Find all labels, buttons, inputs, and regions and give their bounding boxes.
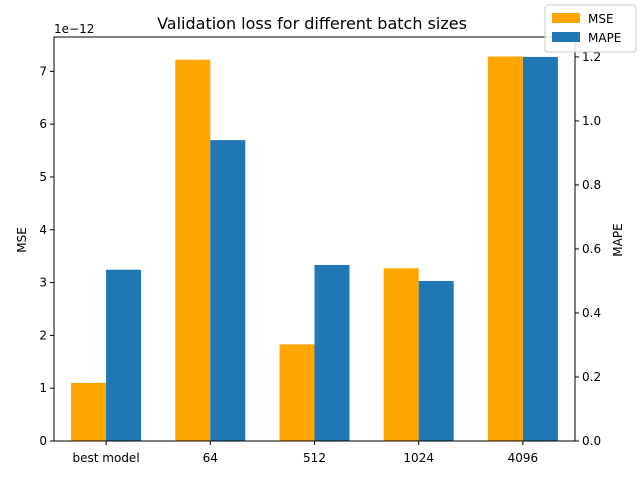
- x-tick-label: 512: [303, 451, 326, 465]
- x-tick-label: 64: [203, 451, 218, 465]
- bar-mape-4096: [522, 56, 558, 442]
- legend: MSE MAPE: [544, 4, 637, 53]
- bar-mape-1024: [418, 280, 454, 441]
- left-axis-exponent: 1e−12: [54, 22, 94, 36]
- x-tick-label: best model: [73, 451, 140, 465]
- bar-mse-64: [175, 59, 211, 441]
- bar-mape-64: [210, 140, 246, 441]
- right-tick-label: 0.2: [582, 370, 601, 384]
- right-tick-label: 1.2: [582, 50, 601, 64]
- bar-mse-512: [279, 344, 315, 441]
- left-tick-label: 6: [39, 117, 47, 131]
- bars-group: [71, 56, 558, 442]
- x-tick-label: 4096: [508, 451, 539, 465]
- bar-mse-1024: [383, 268, 419, 441]
- left-tick-label: 3: [39, 276, 47, 290]
- bar-mse-4096: [487, 56, 523, 442]
- legend-swatch-mape: [552, 32, 580, 42]
- legend-label-mse: MSE: [588, 12, 614, 26]
- bar-mape-best-model: [106, 269, 142, 441]
- right-tick-label: 0.4: [582, 306, 601, 320]
- right-tick-label: 0.8: [582, 178, 601, 192]
- left-tick-label: 1: [39, 381, 47, 395]
- bar-mse-best-model: [71, 382, 107, 441]
- right-tick-label: 0.0: [582, 434, 601, 448]
- left-tick-label: 4: [39, 223, 47, 237]
- x-tick-label: 1024: [403, 451, 434, 465]
- bar-mape-512: [314, 264, 350, 441]
- right-axis-label: MAPE: [611, 223, 625, 256]
- left-axis-label: MSE: [15, 227, 29, 253]
- chart-title: Validation loss for different batch size…: [157, 14, 467, 33]
- left-tick-label: 5: [39, 170, 47, 184]
- axes-group: 0 1 2 3 4 5 6 7 0.0 0.2 0.4 0.6 0.8 1.0 1.2 best model 6…: [39, 36, 601, 465]
- legend-swatch-mse: [552, 13, 580, 23]
- left-tick-label: 2: [39, 328, 47, 342]
- right-tick-label: 1.0: [582, 114, 601, 128]
- right-tick-label: 0.6: [582, 242, 601, 256]
- left-tick-label: 0: [39, 434, 47, 448]
- left-tick-label: 7: [39, 64, 47, 78]
- legend-label-mape: MAPE: [588, 31, 621, 45]
